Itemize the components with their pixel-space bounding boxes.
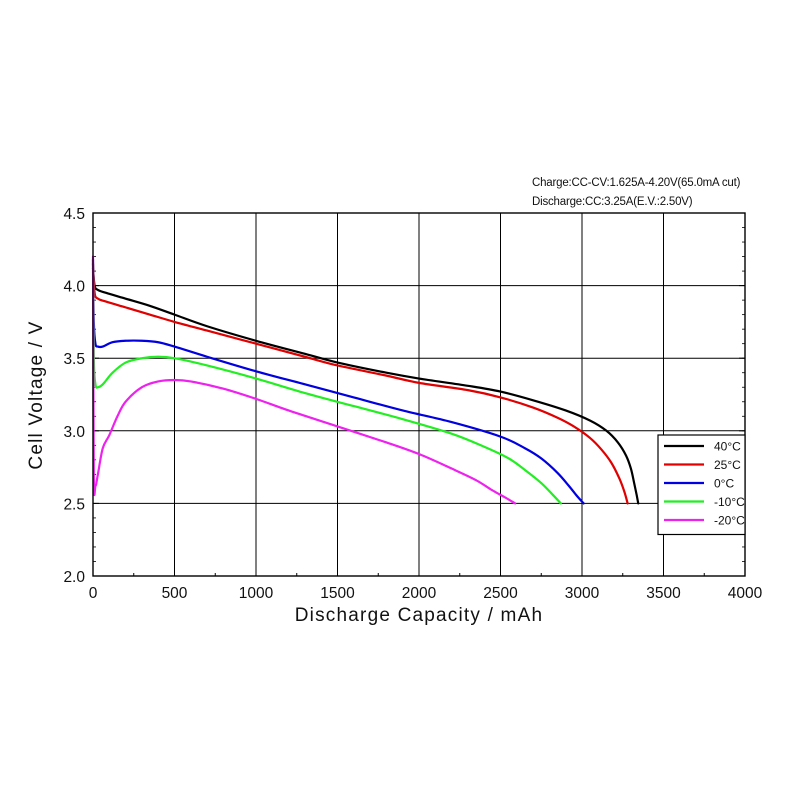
- legend-label: -20°C: [714, 514, 745, 528]
- series-line: [91, 255, 517, 505]
- y-tick-label: 2.0: [63, 569, 85, 586]
- x-tick-label: 3000: [565, 585, 600, 602]
- tick-labels: 0 500 1000 1500 2000 2500 3000 3500 4000 2.0 2.5 3.…: [63, 206, 762, 602]
- series-lines: [91, 255, 640, 505]
- series-line: [91, 262, 562, 505]
- legend: 40°C 25°C 0°C -10°C -20°C: [657, 434, 746, 536]
- y-axis-title: Cell Voltage / V: [26, 320, 47, 469]
- legend-label: 40°C: [714, 440, 741, 454]
- discharge-condition-note: Discharge:CC:3.25A(E.V.:2.50V): [532, 196, 693, 208]
- x-tick-label: 500: [162, 585, 188, 602]
- x-tick-label: 2000: [402, 585, 437, 602]
- y-tick-label: 2.5: [63, 496, 85, 513]
- x-tick-label: 2500: [483, 585, 518, 602]
- x-tick-label: 3500: [646, 585, 681, 602]
- x-tick-label: 1500: [320, 585, 355, 602]
- x-tick-label: 4000: [728, 585, 763, 602]
- series-line: [91, 262, 629, 505]
- charge-condition-note: Charge:CC-CV:1.625A-4.20V(65.0mA cut): [532, 177, 741, 189]
- x-axis-title: Discharge Capacity / mAh: [295, 605, 543, 626]
- series-line: [91, 258, 585, 505]
- legend-label: -10°C: [714, 495, 745, 509]
- y-tick-label: 4.5: [63, 206, 85, 223]
- legend-box: [657, 434, 746, 536]
- legend-label: 25°C: [714, 458, 741, 472]
- series-line: [91, 267, 640, 505]
- y-tick-label: 3.5: [63, 351, 85, 368]
- plot-frame: [92, 212, 746, 577]
- x-tick-label: 0: [89, 585, 98, 602]
- x-tick-label: 1000: [239, 585, 274, 602]
- y-tick-label: 4.0: [63, 279, 85, 296]
- grid-lines: [93, 213, 745, 576]
- legend-label: 0°C: [714, 477, 734, 491]
- y-tick-label: 3.0: [63, 424, 85, 441]
